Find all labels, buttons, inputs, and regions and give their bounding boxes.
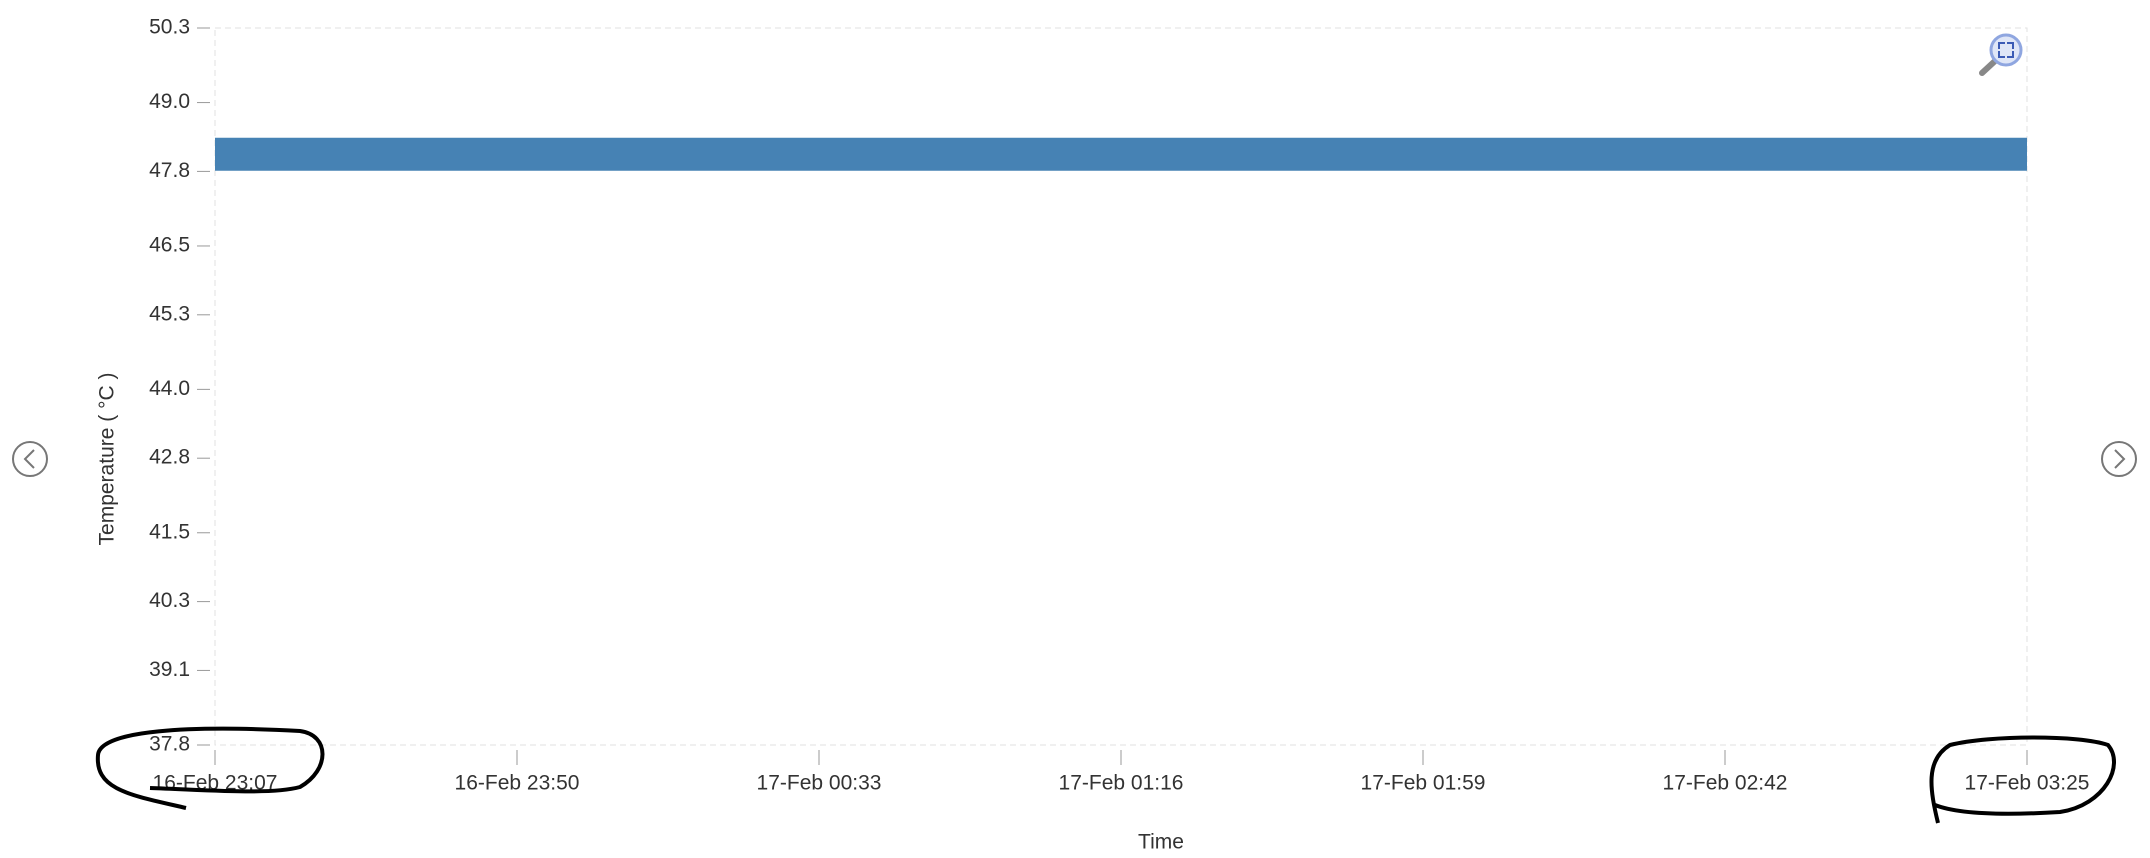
y-tick-label: 41.5	[149, 520, 190, 543]
y-tick-label: 49.0	[149, 90, 190, 113]
y-tick-label: 46.5	[149, 234, 190, 257]
y-tick-label: 40.3	[149, 589, 190, 612]
y-tick-label: 47.8	[149, 159, 190, 182]
y-tick-label: 44.0	[149, 377, 190, 400]
zoom-button[interactable]	[1979, 33, 2023, 76]
annotation-circle	[1929, 735, 2116, 824]
x-axis-label: Time	[1138, 831, 1184, 854]
y-axis-label: Temperature ( °C )	[96, 373, 119, 546]
y-tick-label: 39.1	[149, 658, 190, 681]
annotation-circle	[95, 726, 325, 810]
next-button[interactable]	[2101, 441, 2137, 477]
x-tick-label: 17-Feb 00:33	[757, 772, 882, 795]
x-tick-label: 17-Feb 01:16	[1059, 772, 1184, 795]
y-tick-label: 42.8	[149, 446, 190, 469]
prev-button[interactable]	[12, 441, 48, 477]
x-tick-label: 17-Feb 03:25	[1965, 772, 2090, 795]
y-tick-label: 45.3	[149, 302, 190, 325]
x-tick-label: 16-Feb 23:50	[455, 772, 580, 795]
x-tick-label: 17-Feb 02:42	[1663, 772, 1788, 795]
x-tick-label: 17-Feb 01:59	[1361, 772, 1486, 795]
y-tick-label: 50.3	[149, 16, 190, 39]
plot-frame	[214, 27, 2028, 746]
y-tick-label: 37.8	[149, 733, 190, 756]
